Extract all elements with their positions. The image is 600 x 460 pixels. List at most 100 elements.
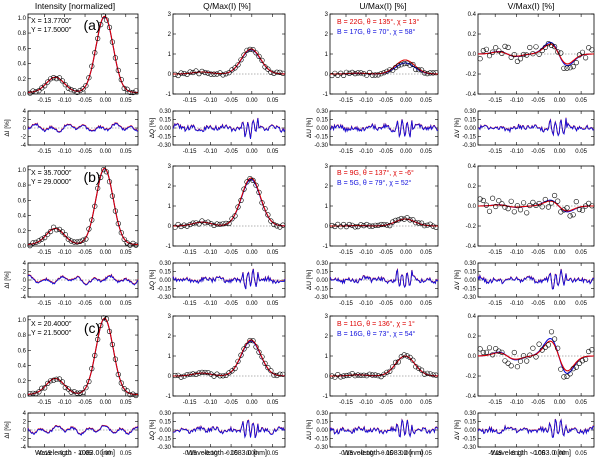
observation-point [555,345,561,351]
observation-point [89,366,95,372]
observation-point [558,50,564,56]
res-i-ytick-label: 2 [23,270,27,276]
observation-point [280,371,286,377]
observation-point [355,224,361,230]
residual-ylabel: ΔQ [%] [149,270,156,291]
observation-point [86,378,92,385]
main-v-xtick-label: -0.05 [531,250,545,256]
observation-point [573,59,579,66]
observation-point [121,85,127,91]
res-i-ytick-label: 0 [23,428,27,434]
main-u-ytick-label: 2 [325,184,329,190]
res-q-xtick-label: -0.10 [203,301,217,307]
observation-point [247,46,253,53]
observation-point [502,43,508,50]
observation-point [112,55,118,61]
observation-point [358,222,364,228]
main-u-xtick-label: -0.15 [339,98,353,104]
observation-point [579,207,586,213]
main-q-ytick-label: 1 [168,52,172,58]
res-i-ytick-label: 4 [23,411,27,417]
observation-point [181,222,187,228]
main-q-ytick-label: -1 [166,92,172,98]
observation-point [395,62,402,69]
observation-point [576,360,583,367]
res-u-xtick-label: 0.00 [400,451,412,457]
res-q-xtick-label: -0.10 [203,149,217,155]
observation-point [433,224,439,230]
res-i-ytick-label: -4 [21,295,27,301]
main-u-xtick-label: 0.00 [400,98,412,104]
main-v-xtick-label: -0.15 [488,400,502,406]
res-u-ytick-label: 0.15 [316,118,328,124]
observation-point [511,349,517,356]
observation-point [490,49,496,55]
main-q-xtick-label: 0.05 [267,250,279,256]
observation-point [112,208,118,214]
res-i-xtick-label: -0.05 [78,451,92,457]
observation-point [196,221,202,227]
res-q-xtick-label: 0.00 [246,149,258,155]
panel-a-v: -0.15 -0.10 -0.05 0.00 0.05 -0.4 -0.2 0.0 0.2 0.4… [454,12,595,155]
observation-point [77,87,83,94]
res-u-xtick-label: -0.05 [379,301,393,307]
residual-ylabel: ΔI [%] [4,119,11,137]
res-i-xtick-label: -0.10 [58,149,72,155]
res-i-xtick-label: 0.05 [120,451,132,457]
res-i-ytick-label: 4 [23,109,27,115]
main-v-xtick-label: 0.05 [575,400,587,406]
observation-point [576,52,583,58]
main-i-xtick-label: 0.05 [120,98,132,104]
observation-point [480,47,486,54]
observation-point [352,373,358,379]
column-title-intensity: Intensity [normalized] [35,1,115,11]
observation-point [524,210,530,216]
main-u-frame [329,165,439,247]
observation-point [579,358,586,364]
main-q-ytick-label: 2 [168,334,172,340]
main-u-ytick-label: 0 [325,224,329,230]
fit-line-red [330,59,439,75]
res-q-xtick-label: -0.05 [224,301,238,307]
observation-point [527,352,533,358]
res-i-ytick-label: 0 [23,126,27,132]
main-u-ytick-label: 0 [325,72,329,78]
fit-line-red [28,317,138,395]
observation-point [427,371,433,377]
observation-point [118,380,124,386]
main-u-xtick-label: -0.10 [359,400,373,406]
observation-point [349,222,355,228]
observation-point [74,89,80,95]
observation-point [480,197,486,204]
column-title-v: V/Max(I) [%] [508,1,555,11]
observation-point [483,349,490,355]
observation-point [433,70,439,76]
res-v-xtick-label: 0.00 [554,149,566,155]
observation-point [517,207,524,213]
res-v-xtick-label: -0.10 [510,451,524,457]
observation-point [103,17,110,23]
observation-point [530,345,536,351]
coord-x-c: X = 20.4000″ [31,321,72,328]
res-v-ytick-label: -0.30 [462,143,476,149]
res-i-ytick-label: -2 [21,287,27,293]
observation-point [486,53,493,59]
observation-point [112,356,118,362]
observation-point [520,353,527,359]
main-u-xtick-label: -0.05 [379,250,393,256]
main-i-ytick-label: 1.0 [18,318,27,324]
observation-point [520,51,527,58]
observation-point [262,206,268,212]
observation-point [100,13,107,19]
res-u-xtick-label: -0.15 [339,149,353,155]
main-v-xtick-label: 0.00 [554,98,566,104]
observation-point [502,204,508,210]
res-u-xtick-label: 0.05 [420,149,432,155]
res-v-xtick-label: -0.10 [510,149,524,155]
observation-point [401,352,407,358]
main-q-ytick-label: -1 [166,394,172,400]
observation-point [349,69,355,75]
main-q-xtick-label: -0.10 [203,250,217,256]
observation-point [496,348,502,354]
observation-point [39,385,45,391]
